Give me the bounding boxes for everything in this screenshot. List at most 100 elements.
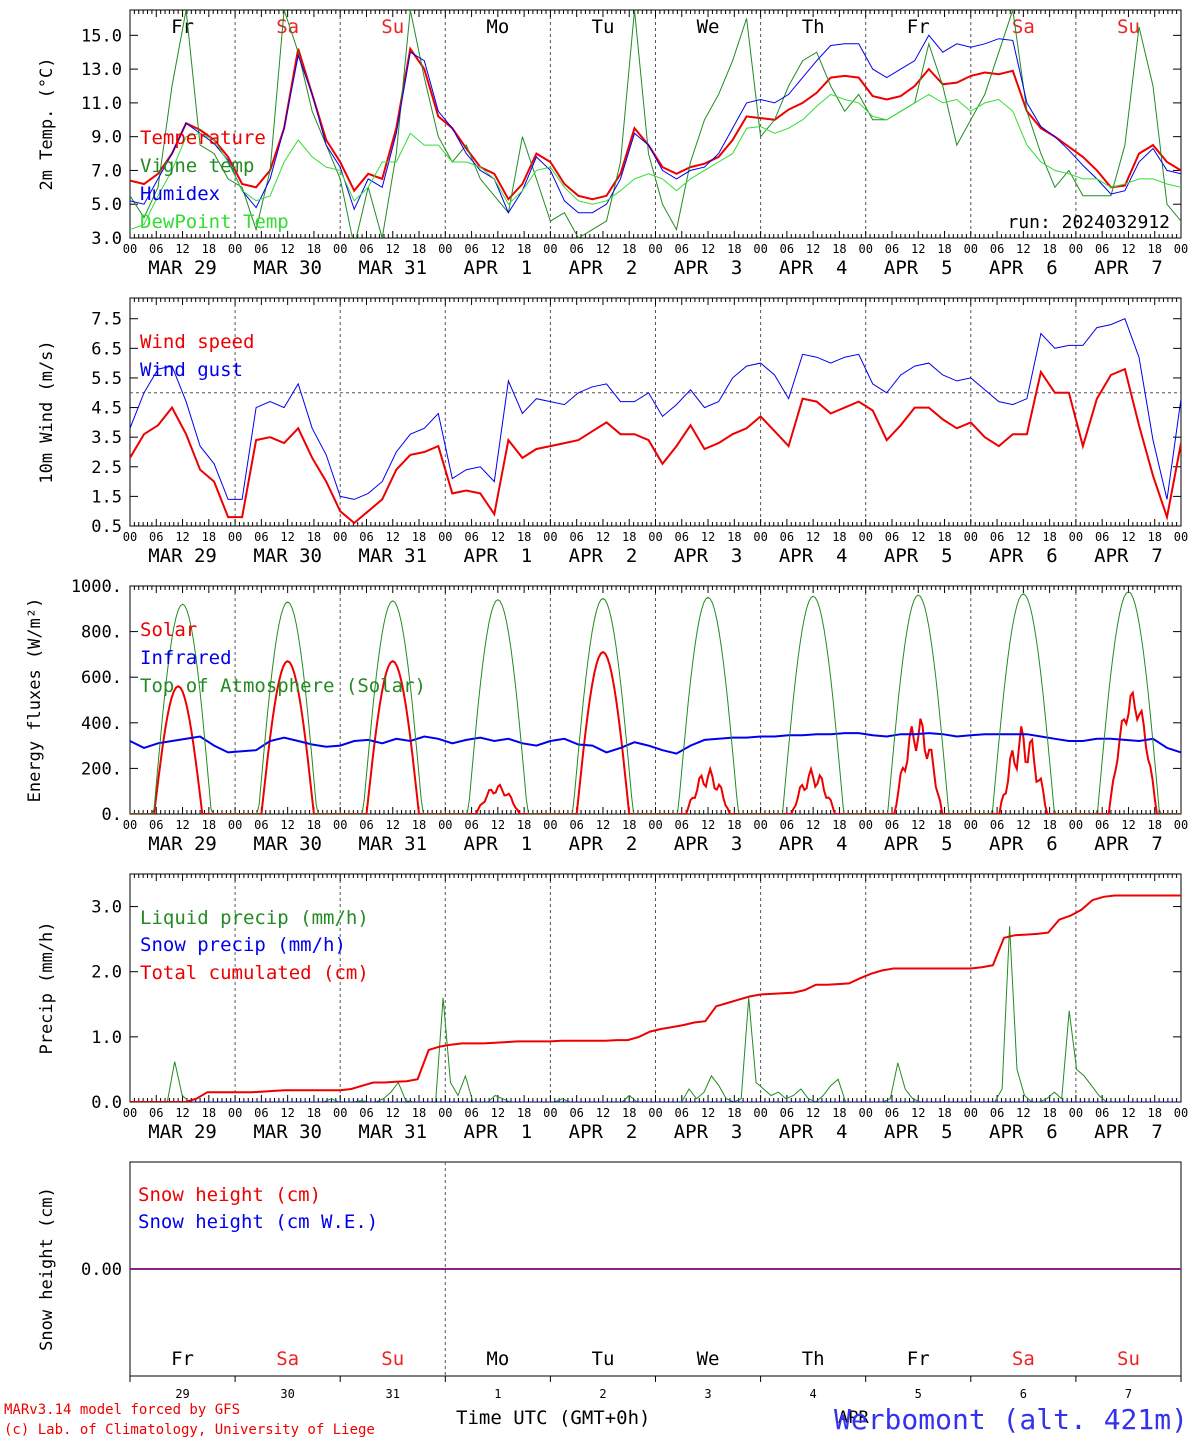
date-label: APR 2 xyxy=(569,833,638,855)
panel-5: 0.00 Snow height (cm) Fr Sa Su Mo Tu We Th Fr Sa Su… xyxy=(37,1161,1182,1401)
y-tick-label: 1.5 xyxy=(91,487,122,507)
hour-tick-label: 00 xyxy=(1174,818,1188,832)
hour-tick-label: 18 xyxy=(1042,530,1056,544)
panel-4: 00 06 12 18 00 06 12 18 00 06 12 18 00 06 12 18 00 06 12 18… xyxy=(37,873,1188,1143)
y-axis-title: Snow height (cm) xyxy=(37,1187,57,1351)
date-label: APR 6 xyxy=(989,545,1058,567)
hour-tick-label: 12 xyxy=(386,242,400,256)
hour-tick-label: 12 xyxy=(596,242,610,256)
hour-tick-label: 18 xyxy=(202,530,216,544)
hour-tick-label: 18 xyxy=(622,530,636,544)
hour-tick-label: 18 xyxy=(1147,818,1161,832)
date-label: APR 1 xyxy=(464,257,533,279)
date-label: MAR 30 xyxy=(253,257,322,279)
hour-tick-label: 06 xyxy=(780,1106,794,1120)
hour-tick-label: 06 xyxy=(359,818,373,832)
hour-tick-label: 18 xyxy=(517,818,531,832)
hour-tick-label: 00 xyxy=(333,818,347,832)
weekday-label: Mo xyxy=(486,1348,509,1370)
legend-entry: Solar xyxy=(140,619,197,641)
hour-tick-label: 12 xyxy=(1121,1106,1135,1120)
hour-tick-label: 18 xyxy=(1147,242,1161,256)
hour-tick-label: 12 xyxy=(911,530,925,544)
series-line-vigne-temp xyxy=(130,10,1181,238)
hour-tick-label: 06 xyxy=(675,1106,689,1120)
hour-tick-label: 18 xyxy=(202,1106,216,1120)
panel-1: 00 06 12 18 00 06 12 18 00 06 12 18 00 06 12 18 00 06 12 18… xyxy=(37,9,1188,279)
series-line-temperature xyxy=(130,46,1181,201)
date-label: APR 4 xyxy=(779,545,848,567)
date-label: MAR 30 xyxy=(253,1121,322,1143)
weekday-label: Tu xyxy=(592,1348,615,1370)
y-tick-label: 5.0 xyxy=(91,195,122,215)
hour-tick-label: 06 xyxy=(990,242,1004,256)
legend-entry: Wind speed xyxy=(140,331,254,353)
hour-tick-label: 12 xyxy=(175,530,189,544)
hour-tick-label: 12 xyxy=(701,242,715,256)
y-tick-label: 800. xyxy=(81,623,122,643)
hour-tick-label: 06 xyxy=(359,1106,373,1120)
hour-tick-label: 00 xyxy=(438,1106,452,1120)
hour-tick-label: 00 xyxy=(543,530,557,544)
hour-tick-label: 00 xyxy=(1174,242,1188,256)
hour-tick-label: 00 xyxy=(123,818,137,832)
hour-tick-label: 00 xyxy=(123,530,137,544)
day-number-label: 31 xyxy=(386,1387,400,1401)
legend-entry: Wind gust xyxy=(140,359,243,381)
y-tick-label: 13.0 xyxy=(81,60,122,80)
hour-tick-label: 06 xyxy=(149,818,163,832)
day-number-label: 4 xyxy=(810,1387,817,1401)
date-label: APR 2 xyxy=(569,545,638,567)
hour-tick-label: 12 xyxy=(1016,1106,1030,1120)
day-number-label: 1 xyxy=(494,1387,501,1401)
date-label: APR 7 xyxy=(1094,833,1163,855)
hour-tick-label: 18 xyxy=(1147,1106,1161,1120)
hour-tick-label: 00 xyxy=(333,1106,347,1120)
hour-tick-label: 06 xyxy=(675,530,689,544)
hour-tick-label: 18 xyxy=(727,818,741,832)
hour-tick-label: 18 xyxy=(307,818,321,832)
hour-tick-label: 06 xyxy=(1095,1106,1109,1120)
hour-tick-label: 00 xyxy=(228,818,242,832)
hour-tick-label: 12 xyxy=(1121,530,1135,544)
date-label: APR 1 xyxy=(464,1121,533,1143)
y-tick-label: 7.5 xyxy=(91,310,122,330)
hour-tick-label: 12 xyxy=(491,1106,505,1120)
series-line-liquid-precip-mm-h- xyxy=(130,926,1181,1102)
weekday-label: Mo xyxy=(486,16,509,38)
hour-tick-label: 18 xyxy=(937,1106,951,1120)
hour-tick-label: 18 xyxy=(622,242,636,256)
hour-tick-label: 18 xyxy=(832,242,846,256)
legend-entry: Liquid precip (mm/h) xyxy=(140,907,369,929)
series-line-humidex xyxy=(130,34,1181,214)
hour-tick-label: 12 xyxy=(1016,242,1030,256)
date-label: APR 4 xyxy=(779,257,848,279)
date-label: APR 4 xyxy=(779,833,848,855)
hour-tick-label: 18 xyxy=(832,1106,846,1120)
hour-tick-label: 12 xyxy=(491,818,505,832)
series-group xyxy=(130,318,1181,525)
y-tick-label: 0. xyxy=(102,805,122,825)
y-tick-label: 1.0 xyxy=(91,1028,122,1048)
hour-tick-label: 06 xyxy=(780,242,794,256)
series-group xyxy=(130,10,1181,238)
hour-tick-label: 06 xyxy=(149,242,163,256)
date-label: MAR 30 xyxy=(253,545,322,567)
hour-tick-label: 12 xyxy=(596,1106,610,1120)
hour-tick-label: 18 xyxy=(1042,1106,1056,1120)
hour-tick-label: 12 xyxy=(806,530,820,544)
hour-tick-label: 00 xyxy=(858,818,872,832)
hour-tick-label: 00 xyxy=(1069,818,1083,832)
date-label: APR 5 xyxy=(884,833,953,855)
hour-tick-label: 12 xyxy=(1121,242,1135,256)
y-tick-label: 2.5 xyxy=(91,458,122,478)
date-label: MAR 31 xyxy=(358,833,427,855)
hour-tick-label: 06 xyxy=(254,1106,268,1120)
hour-tick-label: 06 xyxy=(569,818,583,832)
hour-tick-label: 18 xyxy=(517,242,531,256)
hour-tick-label: 00 xyxy=(438,530,452,544)
hour-tick-label: 18 xyxy=(832,818,846,832)
hour-tick-label: 18 xyxy=(307,530,321,544)
hour-tick-label: 00 xyxy=(1174,1106,1188,1120)
legend-entry: Vigne temp xyxy=(140,155,254,177)
